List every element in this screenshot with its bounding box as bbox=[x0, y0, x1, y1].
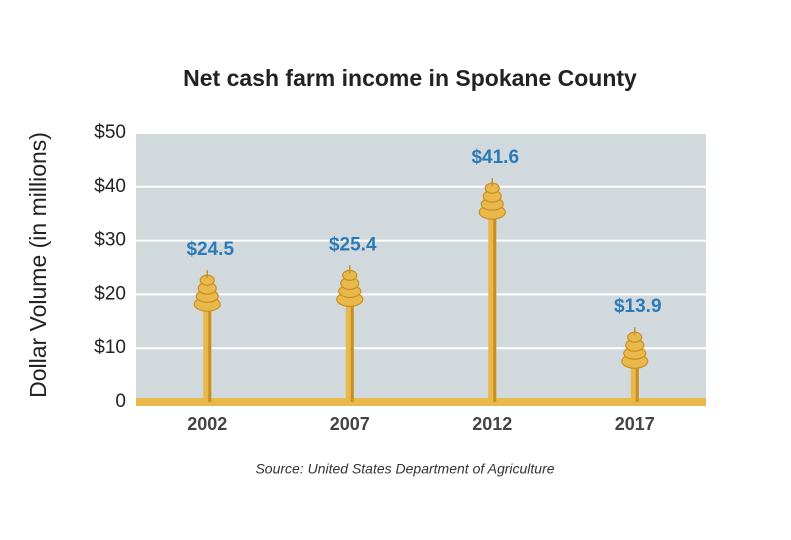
y-tick-label: $50 bbox=[94, 122, 126, 143]
x-tick-label: 2017 bbox=[615, 414, 655, 434]
chart-title: Net cash farm income in Spokane County bbox=[183, 65, 637, 91]
source-note: Source: United States Department of Agri… bbox=[255, 461, 554, 477]
plot-background bbox=[136, 133, 706, 403]
y-tick-label: $30 bbox=[94, 230, 126, 251]
y-axis-label: Dollar Volume (in millions) bbox=[25, 132, 51, 398]
stalk-shade bbox=[208, 284, 212, 402]
stalk-shade bbox=[635, 341, 639, 402]
y-tick-label: $40 bbox=[94, 176, 126, 197]
wheat-stalk bbox=[193, 270, 221, 402]
stalk bbox=[630, 341, 639, 402]
x-tick-label: 2002 bbox=[187, 414, 227, 434]
stalk bbox=[203, 284, 212, 402]
wheat-stalk bbox=[336, 265, 364, 402]
y-tick-label: $10 bbox=[94, 337, 126, 358]
value-label: $41.6 bbox=[471, 147, 519, 168]
x-tick-label: 2007 bbox=[330, 414, 370, 434]
x-tick-label: 2012 bbox=[472, 414, 512, 434]
stalk bbox=[345, 279, 354, 402]
wheat-stalk bbox=[621, 327, 649, 402]
wheat-stalk bbox=[478, 178, 506, 402]
value-label: $25.4 bbox=[329, 234, 377, 255]
stalk-shade bbox=[493, 192, 497, 402]
value-label: $13.9 bbox=[614, 296, 662, 317]
value-label: $24.5 bbox=[186, 239, 234, 260]
stalk bbox=[488, 192, 497, 402]
stalk-shade bbox=[350, 279, 354, 402]
y-tick-label: $20 bbox=[94, 283, 126, 304]
y-tick-label: 0 bbox=[115, 391, 126, 412]
